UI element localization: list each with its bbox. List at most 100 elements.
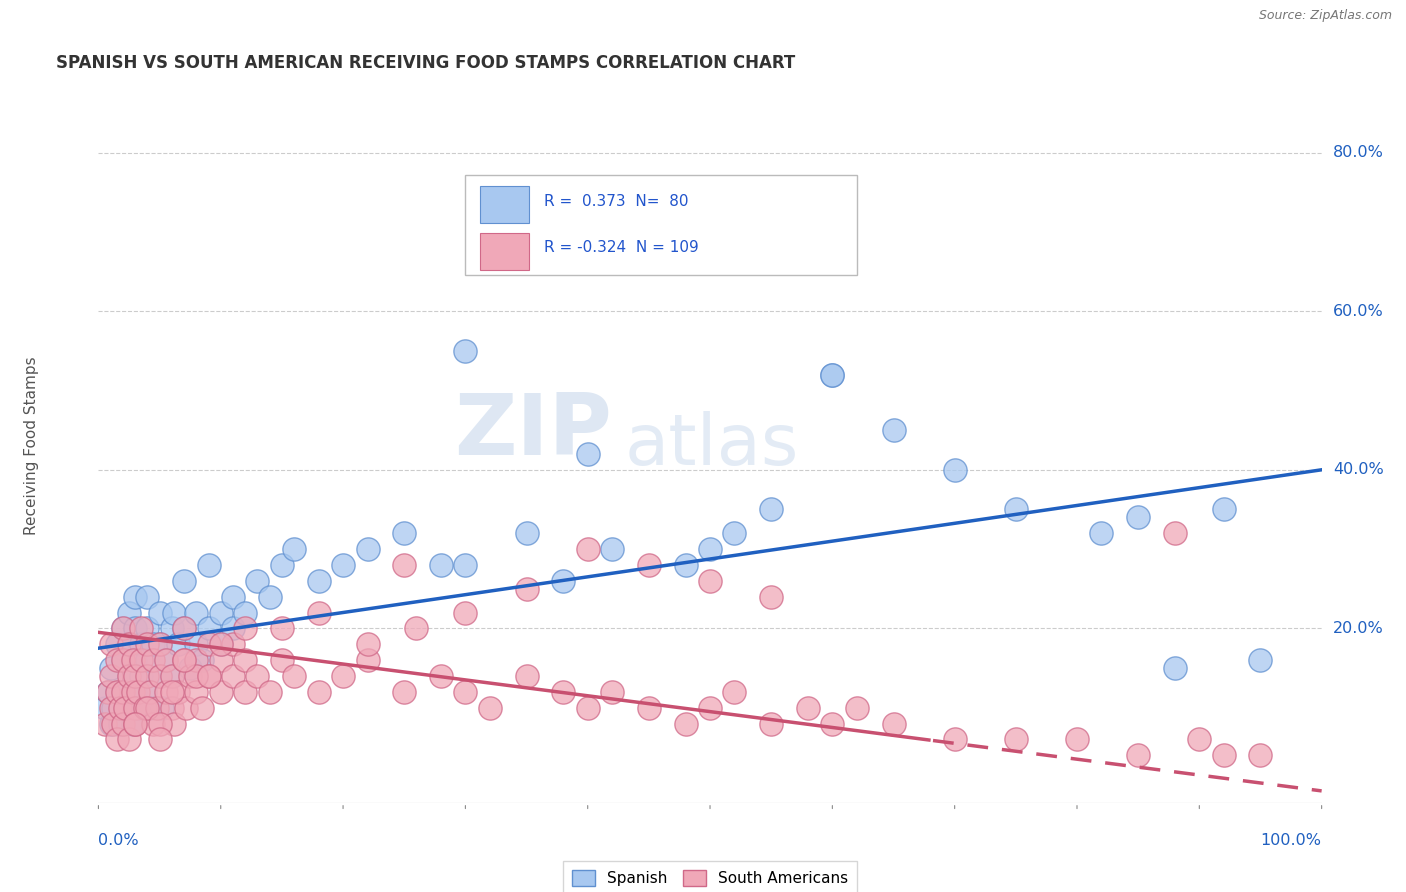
Point [111, 621, 134, 635]
Text: 100.0%: 100.0% [1261, 833, 1322, 848]
Point [430, 558, 453, 572]
Point [142, 653, 165, 667]
Point [176, 700, 198, 714]
Point [186, 669, 208, 683]
Point [270, 558, 294, 572]
Point [283, 542, 305, 557]
Point [134, 700, 156, 714]
Point [1249, 653, 1271, 667]
Point [121, 716, 143, 731]
Text: R = -0.324  N = 109: R = -0.324 N = 109 [544, 240, 699, 255]
Point [118, 669, 141, 683]
Point [118, 606, 141, 620]
Point [332, 558, 354, 572]
Point [136, 590, 159, 604]
Point [197, 637, 219, 651]
Point [160, 669, 183, 683]
Point [124, 590, 146, 604]
Text: SPANISH VS SOUTH AMERICAN RECEIVING FOOD STAMPS CORRELATION CHART: SPANISH VS SOUTH AMERICAN RECEIVING FOOD… [56, 54, 796, 71]
Point [136, 669, 159, 683]
Point [515, 526, 537, 541]
Point [1128, 748, 1150, 763]
Point [160, 700, 183, 714]
Point [308, 574, 330, 588]
Point [93, 716, 115, 731]
Point [97, 685, 120, 699]
Text: 80.0%: 80.0% [1333, 145, 1384, 161]
Point [149, 716, 172, 731]
Point [121, 653, 143, 667]
Point [1128, 510, 1150, 524]
Point [173, 653, 195, 667]
Point [392, 685, 416, 699]
Point [111, 653, 134, 667]
Point [186, 685, 208, 699]
Point [101, 716, 124, 731]
Point [167, 637, 190, 651]
Point [142, 716, 165, 731]
Point [124, 621, 146, 635]
Point [259, 685, 281, 699]
Point [405, 621, 427, 635]
Point [259, 590, 281, 604]
Point [179, 669, 201, 683]
Point [160, 685, 183, 699]
Point [136, 637, 159, 651]
Point [186, 637, 208, 651]
Point [209, 637, 232, 651]
Point [723, 526, 745, 541]
Point [356, 653, 378, 667]
Point [124, 700, 146, 714]
Point [392, 558, 416, 572]
Point [209, 637, 232, 651]
Point [124, 716, 146, 731]
Point [821, 368, 844, 382]
Point [146, 700, 169, 714]
Point [114, 700, 136, 714]
Point [197, 669, 219, 683]
Point [222, 637, 245, 651]
Point [160, 621, 183, 635]
Point [222, 590, 245, 604]
Text: Source: ZipAtlas.com: Source: ZipAtlas.com [1258, 9, 1392, 22]
Point [699, 700, 721, 714]
Text: 60.0%: 60.0% [1333, 303, 1384, 318]
Point [233, 653, 256, 667]
Point [1066, 732, 1088, 747]
Point [163, 716, 186, 731]
Point [1164, 526, 1187, 541]
Point [356, 637, 378, 651]
FancyBboxPatch shape [479, 233, 529, 269]
Point [110, 716, 132, 731]
Text: 0.0%: 0.0% [98, 833, 139, 848]
Text: ZIP: ZIP [454, 390, 612, 474]
Point [111, 685, 134, 699]
Point [100, 669, 122, 683]
Point [105, 685, 128, 699]
Point [246, 574, 269, 588]
Text: Receiving Food Stamps: Receiving Food Stamps [24, 357, 38, 535]
Point [124, 685, 146, 699]
Point [139, 685, 162, 699]
Point [883, 423, 905, 437]
Point [191, 653, 214, 667]
Point [883, 716, 905, 731]
Point [179, 661, 201, 675]
Point [149, 732, 172, 747]
Point [233, 621, 256, 635]
Point [149, 637, 172, 651]
Text: R =  0.373  N=  80: R = 0.373 N= 80 [544, 194, 688, 209]
Point [163, 606, 186, 620]
Point [576, 542, 599, 557]
Point [821, 368, 844, 382]
FancyBboxPatch shape [479, 186, 529, 223]
Point [356, 542, 378, 557]
Point [124, 669, 146, 683]
Point [149, 669, 172, 683]
Point [173, 653, 195, 667]
Point [100, 700, 122, 714]
Point [150, 700, 173, 714]
Point [139, 700, 162, 714]
FancyBboxPatch shape [465, 175, 856, 275]
Point [105, 685, 128, 699]
